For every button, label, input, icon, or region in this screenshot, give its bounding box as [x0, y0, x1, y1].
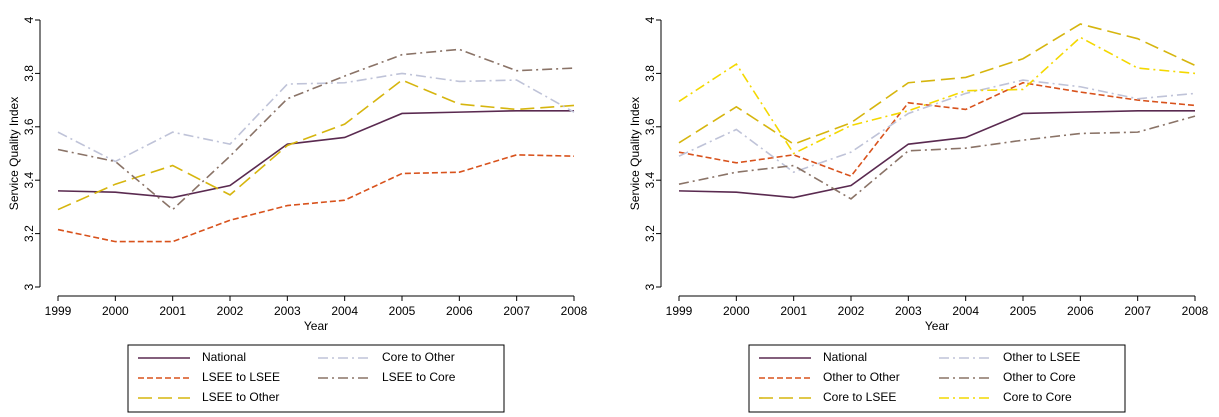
- x-tick-label: 2006: [1067, 304, 1094, 318]
- y-tick-label: 3.8: [22, 65, 36, 82]
- x-tick-label: 2000: [102, 304, 129, 318]
- x-tick-label: 2005: [389, 304, 416, 318]
- y-tick-label: 3: [643, 283, 657, 290]
- x-tick-label: 2001: [780, 304, 807, 318]
- x-tick-label: 1999: [45, 304, 72, 318]
- series-line: [678, 81, 1196, 178]
- series-line: [678, 109, 1195, 199]
- x-tick-label: 2007: [503, 304, 530, 318]
- x-tick-label: 2004: [952, 304, 979, 318]
- series-line: [678, 23, 1196, 146]
- legend-label: National: [202, 350, 246, 364]
- legend-label: LSEE to Other: [202, 390, 279, 404]
- x-tick-label: 2008: [561, 304, 588, 318]
- x-tick-label: 2000: [723, 304, 750, 318]
- x-tick-label: 1999: [666, 304, 693, 318]
- legend-label: Core to Core: [1003, 390, 1072, 404]
- y-axis-label: Service Quality Index: [7, 97, 21, 210]
- legend-label: Core to Other: [382, 350, 455, 364]
- x-tick-label: 2006: [446, 304, 473, 318]
- legend-box: [127, 344, 505, 413]
- series-line: [678, 36, 1196, 155]
- y-tick-label: 4: [643, 16, 657, 23]
- legend-label: Other to Core: [1003, 370, 1076, 384]
- y-tick-label: 3.2: [643, 225, 657, 242]
- series-line: [678, 79, 1196, 174]
- legend-label: Core to LSEE: [823, 390, 896, 404]
- y-tick-label: 3.8: [643, 65, 657, 82]
- x-tick-label: 2008: [1182, 304, 1209, 318]
- x-axis-label: Year: [925, 319, 949, 333]
- series-line: [57, 154, 575, 243]
- x-tick-label: 2004: [331, 304, 358, 318]
- legend-label: LSEE to Core: [382, 370, 456, 384]
- legend-label: National: [823, 350, 867, 364]
- legend-label: Other to LSEE: [1003, 350, 1080, 364]
- y-tick-label: 3.4: [643, 172, 657, 189]
- y-axis-label: Service Quality Index: [628, 97, 642, 210]
- y-tick-label: 3: [22, 283, 36, 290]
- y-tick-label: 3.6: [643, 118, 657, 135]
- legend-box: [748, 344, 1126, 413]
- x-tick-label: 2002: [838, 304, 865, 318]
- series-line: [57, 79, 575, 211]
- y-tick-label: 3.2: [22, 225, 36, 242]
- series-line: [57, 48, 575, 211]
- x-axis-label: Year: [304, 319, 328, 333]
- x-tick-label: 2003: [274, 304, 301, 318]
- y-tick-label: 3.4: [22, 172, 36, 189]
- series-line: [678, 115, 1196, 200]
- y-tick-label: 3.6: [22, 118, 36, 135]
- legend-label: LSEE to LSEE: [202, 370, 280, 384]
- x-tick-label: 2002: [217, 304, 244, 318]
- y-tick-label: 4: [22, 16, 36, 23]
- x-tick-label: 2001: [159, 304, 186, 318]
- x-tick-label: 2003: [895, 304, 922, 318]
- x-tick-label: 2007: [1124, 304, 1151, 318]
- series-line: [57, 109, 574, 199]
- x-tick-label: 2005: [1010, 304, 1037, 318]
- legend-label: Other to Other: [823, 370, 900, 384]
